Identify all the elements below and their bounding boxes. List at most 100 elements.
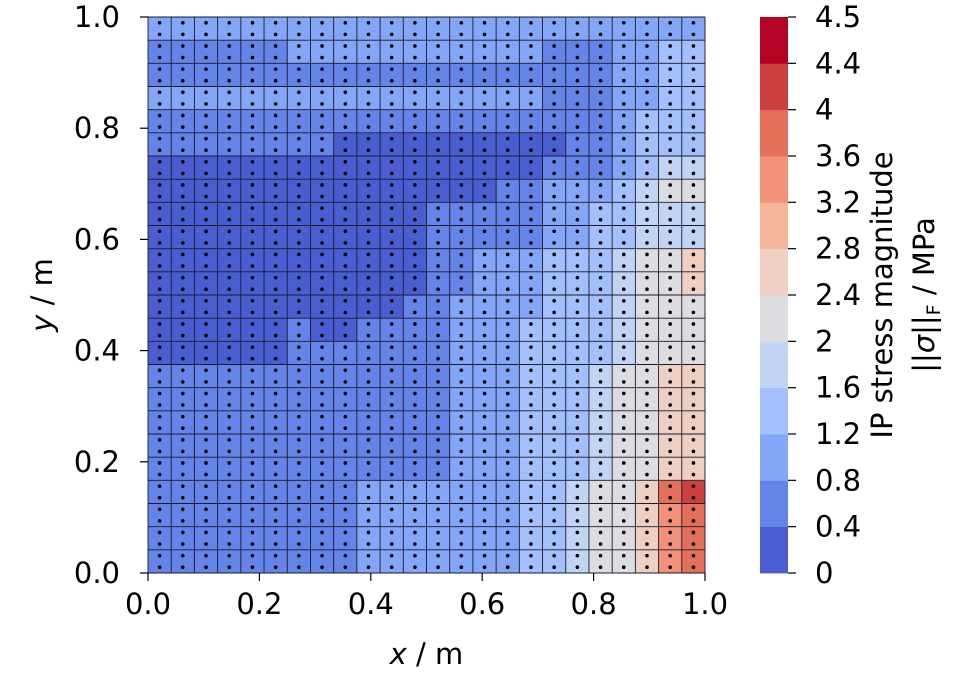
sample-point bbox=[227, 194, 232, 199]
heatmap-cell bbox=[565, 410, 590, 435]
heatmap-cell bbox=[380, 503, 404, 528]
sample-point bbox=[668, 484, 672, 488]
sample-point bbox=[459, 380, 464, 384]
sample-point bbox=[436, 148, 440, 153]
sample-point bbox=[598, 484, 603, 488]
sample-point bbox=[204, 32, 208, 37]
sample-point bbox=[181, 484, 185, 488]
sample-point bbox=[366, 484, 371, 488]
colorbar-segment bbox=[760, 17, 788, 64]
sample-point bbox=[529, 472, 533, 477]
heatmap-cell bbox=[542, 63, 567, 87]
sample-point bbox=[436, 519, 440, 523]
sample-point bbox=[621, 345, 626, 349]
heatmap-cell bbox=[588, 387, 613, 412]
heatmap-cell bbox=[681, 86, 706, 111]
heatmap-cell bbox=[542, 156, 567, 180]
sample-point bbox=[320, 90, 324, 95]
sample-point bbox=[459, 159, 464, 164]
heatmap-cell bbox=[287, 271, 311, 296]
heatmap-cell bbox=[496, 434, 520, 458]
x-tick-label: 0.2 bbox=[236, 587, 282, 621]
sample-point bbox=[389, 472, 394, 477]
heatmap-cell bbox=[217, 86, 242, 111]
sample-point bbox=[157, 252, 162, 257]
heatmap-cell bbox=[333, 434, 358, 458]
heatmap-cell bbox=[333, 248, 358, 273]
heatmap-cell bbox=[240, 549, 265, 574]
sample-point bbox=[389, 380, 394, 384]
sample-point bbox=[389, 345, 394, 349]
sample-point bbox=[297, 264, 301, 268]
sample-point bbox=[343, 55, 348, 60]
sample-point bbox=[691, 55, 696, 60]
sample-point bbox=[343, 414, 348, 419]
heatmap-cell bbox=[588, 480, 613, 504]
heatmap-cell bbox=[542, 295, 567, 319]
heatmap-cell bbox=[426, 132, 451, 157]
sample-point bbox=[250, 44, 255, 48]
sample-point bbox=[436, 264, 440, 268]
sample-point bbox=[366, 507, 371, 512]
sample-point bbox=[181, 206, 185, 210]
heatmap-cell bbox=[194, 457, 219, 481]
heatmap-cell bbox=[148, 410, 172, 435]
sample-point bbox=[320, 449, 324, 454]
sample-point bbox=[621, 171, 626, 176]
sample-point bbox=[389, 553, 394, 558]
sample-point bbox=[413, 55, 417, 60]
heatmap-cell bbox=[658, 202, 683, 226]
sample-point bbox=[204, 206, 208, 210]
heatmap-cell bbox=[310, 248, 335, 273]
heatmap-cell bbox=[240, 156, 265, 180]
heatmap-cell bbox=[240, 410, 265, 435]
heatmap-cell bbox=[658, 109, 683, 134]
sample-point bbox=[645, 484, 649, 488]
heatmap-cell bbox=[426, 202, 451, 226]
sample-point bbox=[482, 519, 487, 523]
heatmap-cell bbox=[612, 156, 636, 180]
sample-point bbox=[459, 78, 464, 83]
heatmap-cell bbox=[217, 109, 242, 134]
sample-point bbox=[621, 333, 626, 338]
sample-point bbox=[459, 553, 464, 558]
sample-point bbox=[204, 345, 208, 349]
sample-point bbox=[227, 380, 232, 384]
sample-point bbox=[227, 356, 232, 361]
sample-point bbox=[366, 287, 371, 292]
sample-point bbox=[575, 264, 580, 268]
sample-point bbox=[413, 507, 417, 512]
sample-point bbox=[250, 20, 255, 25]
sample-point bbox=[459, 333, 464, 338]
heatmap-cell bbox=[333, 63, 358, 87]
heatmap-cell bbox=[449, 271, 474, 296]
sample-point bbox=[668, 437, 672, 442]
heatmap-cell bbox=[588, 410, 613, 435]
sample-point bbox=[389, 449, 394, 454]
sample-point bbox=[668, 90, 672, 95]
sample-point bbox=[482, 275, 487, 280]
sample-point bbox=[552, 206, 556, 210]
sample-point bbox=[181, 78, 185, 83]
heatmap-cell bbox=[612, 295, 636, 319]
heatmap-cell bbox=[658, 434, 683, 458]
heatmap-cell bbox=[681, 341, 706, 365]
sample-point bbox=[691, 171, 696, 176]
sample-point bbox=[366, 171, 371, 176]
sample-point bbox=[529, 553, 533, 558]
sample-point bbox=[181, 461, 185, 465]
heatmap-cell bbox=[217, 457, 242, 481]
sample-point bbox=[366, 67, 371, 71]
sample-point bbox=[645, 171, 649, 176]
heatmap-cell bbox=[356, 109, 381, 134]
sample-point bbox=[227, 102, 232, 106]
sample-point bbox=[691, 275, 696, 280]
sample-point bbox=[366, 125, 371, 129]
heatmap-cell bbox=[681, 109, 706, 134]
heatmap-cell bbox=[426, 248, 451, 273]
sample-point bbox=[552, 461, 556, 465]
sample-point bbox=[343, 530, 348, 535]
sample-point bbox=[459, 310, 464, 315]
sample-point bbox=[366, 449, 371, 454]
sample-point bbox=[343, 495, 348, 500]
